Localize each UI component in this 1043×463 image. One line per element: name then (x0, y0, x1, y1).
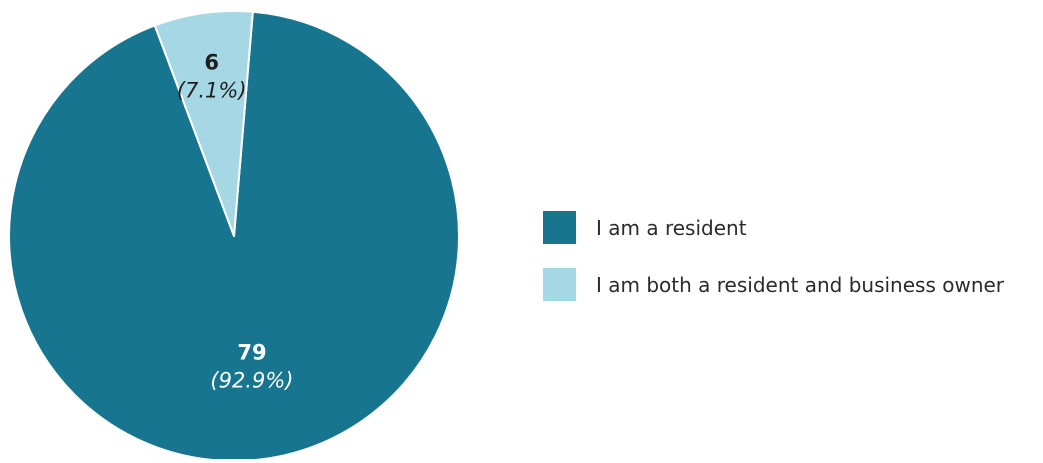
legend-swatch-2 (543, 268, 576, 301)
pie-slice-2 (153, 10, 254, 237)
legend-item-1: I am a resident (543, 211, 1004, 244)
chart-legend: I am a resident I am both a resident and … (543, 211, 1004, 325)
legend-swatch-1 (543, 211, 576, 244)
legend-label-2: I am both a resident and business owner (596, 272, 1005, 297)
legend-item-2: I am both a resident and business owner (543, 268, 1004, 301)
slice-value-label-1: 79 (237, 340, 266, 364)
legend-label-1: I am a resident (596, 215, 747, 240)
slice-percent-label-2: (7.1%) (177, 79, 247, 103)
slice-value-label-2: 6 (204, 51, 219, 75)
slice-percent-label-1: (92.9%) (210, 368, 293, 392)
